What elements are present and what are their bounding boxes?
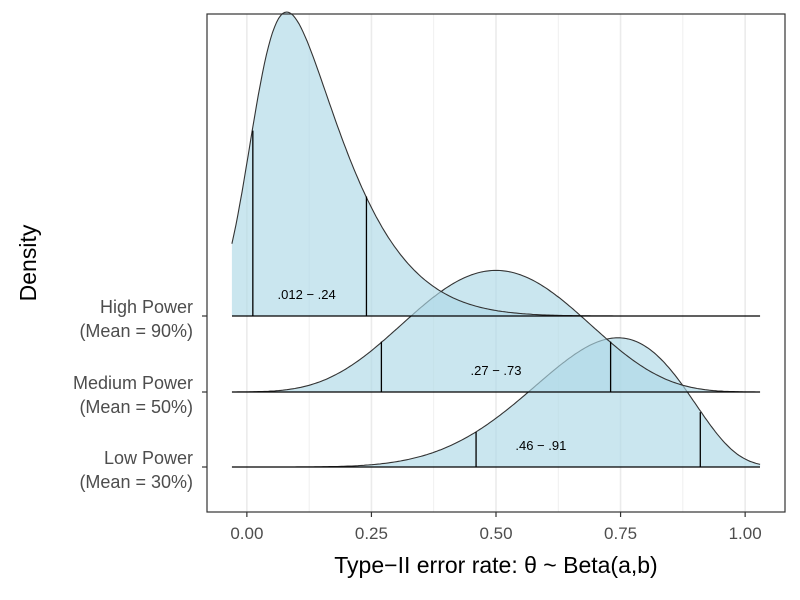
interval-label: .46 − .91: [515, 438, 566, 453]
x-tick-label: 0.00: [230, 524, 263, 543]
x-tick-label: 0.25: [355, 524, 388, 543]
ridge-medium-power: .27 − .73: [231, 269, 761, 393]
y-category-label: Medium Power (Mean = 50%): [73, 373, 193, 417]
density-outline: [231, 269, 761, 393]
x-axis-title: Type−II error rate: θ ~ Beta(a,b): [334, 552, 657, 578]
y-category-label: Low Power (Mean = 30%): [79, 448, 193, 492]
x-tick-label: 1.00: [729, 524, 762, 543]
interval-label: .27 − .73: [471, 363, 522, 378]
interval-label: .012 − .24: [278, 287, 336, 302]
y-axis-title: Density: [15, 224, 41, 301]
x-tick-label: 0.75: [604, 524, 637, 543]
ridge-high-power: .012 − .24: [231, 11, 761, 317]
axes: 0.00 0.25 0.50 0.75 1.00 Low Power (Mean = 30%…: [73, 297, 762, 543]
ridges: .46 − .91 .27 − .73 .012 − .24: [231, 11, 761, 468]
x-tick-label: 0.50: [479, 524, 512, 543]
y-category-label: High Power (Mean = 90%): [79, 297, 193, 341]
density-fill: [231, 270, 761, 392]
density-fill: [231, 12, 761, 316]
